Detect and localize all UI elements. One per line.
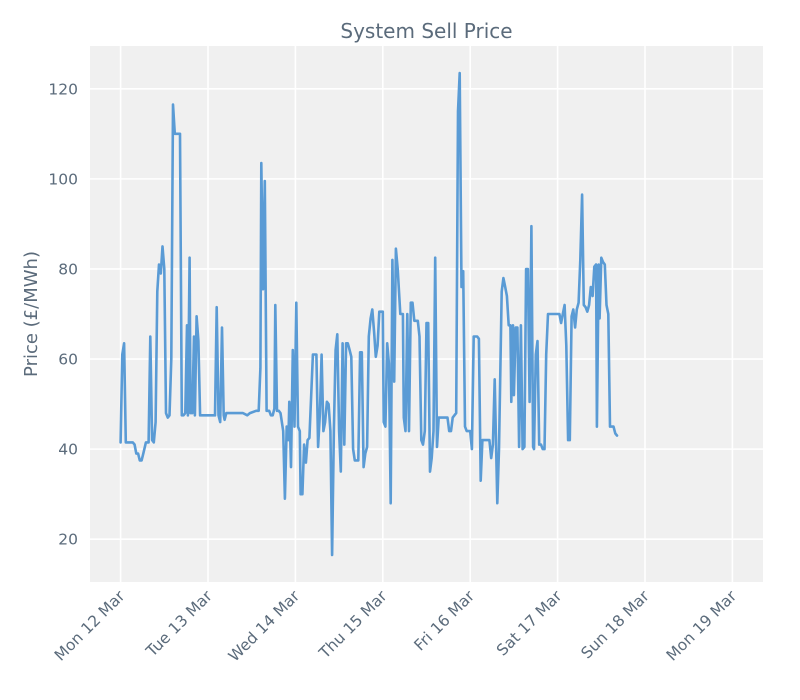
chart-title: System Sell Price bbox=[340, 19, 512, 43]
series-line-system-sell-price bbox=[119, 71, 619, 557]
series-layer bbox=[119, 71, 619, 557]
x-tick-label: Sat 17 Mar bbox=[493, 587, 566, 660]
x-tick-label: Wed 14 Mar bbox=[225, 587, 304, 666]
x-tick-label: Tue 13 Mar bbox=[142, 587, 216, 661]
y-tick-label: 120 bbox=[48, 80, 78, 98]
y-tick-label: 80 bbox=[58, 260, 78, 278]
y-tick-label: 20 bbox=[58, 531, 78, 549]
x-tick-label: Sun 18 Mar bbox=[578, 587, 654, 663]
y-axis-label: Price (£/MWh) bbox=[21, 251, 42, 377]
y-tick-label: 40 bbox=[58, 441, 78, 459]
plot-area bbox=[90, 46, 763, 582]
x-tick-label: Fri 16 Mar bbox=[411, 587, 479, 655]
x-tick-labels: Mon 12 Mar Tue 13 Mar Wed 14 Mar Thu 15 Mar… bbox=[51, 587, 741, 666]
y-tick-label: 100 bbox=[48, 170, 78, 188]
x-tick-label: Thu 15 Mar bbox=[315, 587, 391, 663]
y-tick-labels: 20 40 60 80 100 120 bbox=[48, 80, 78, 548]
x-tick-label: Mon 12 Mar bbox=[51, 587, 129, 665]
x-tick-label: Mon 19 Mar bbox=[663, 587, 741, 665]
y-tick-label: 60 bbox=[58, 351, 78, 369]
